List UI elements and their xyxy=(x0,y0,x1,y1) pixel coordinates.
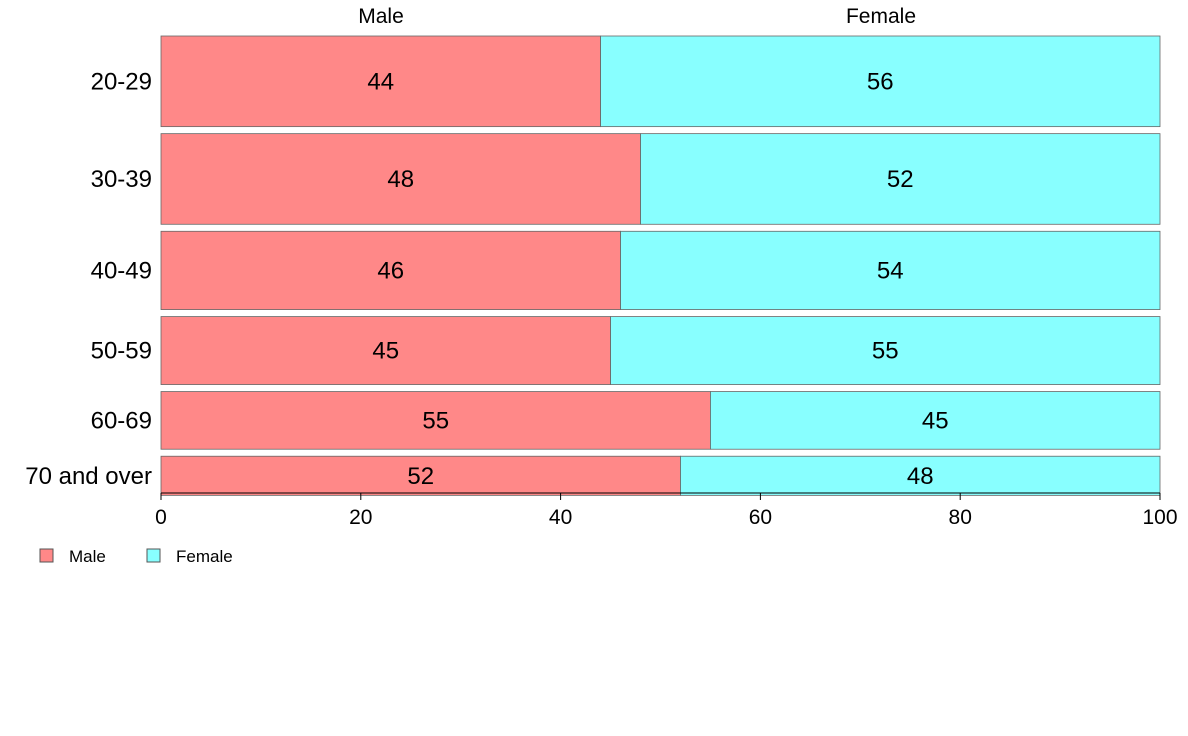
data-label-male-6: 52 xyxy=(407,463,434,490)
data-label-male-1: 44 xyxy=(367,68,394,95)
bar-female-6 xyxy=(680,455,1161,496)
bar-male-3 xyxy=(160,230,621,310)
bar-male-4 xyxy=(160,316,611,385)
legend-swatch-female xyxy=(146,548,161,563)
category-labels: 20-29 30-39 40-49 50-59 60-69 70 and over xyxy=(25,68,152,489)
bar-male-1 xyxy=(160,35,601,128)
x-tick-label: 20 xyxy=(349,506,372,529)
data-label-female-5: 45 xyxy=(922,407,949,434)
bar-female-4 xyxy=(610,316,1161,385)
bar-female-3 xyxy=(620,230,1161,310)
bar-male-5 xyxy=(160,391,711,450)
data-label-male-2: 48 xyxy=(387,166,414,193)
top-label-male: Male xyxy=(358,5,404,28)
bar-male-2 xyxy=(160,133,641,225)
category-label: 40-49 xyxy=(91,257,152,284)
x-tick-label: 60 xyxy=(749,506,772,529)
data-label-female-4: 55 xyxy=(872,338,899,365)
data-label-female-3: 54 xyxy=(877,257,904,284)
x-tick-label: 100 xyxy=(1142,506,1177,529)
category-label: 70 and over xyxy=(25,463,152,490)
data-label-female-6: 48 xyxy=(907,463,934,490)
x-tick-label: 40 xyxy=(549,506,572,529)
category-label: 20-29 xyxy=(91,68,152,95)
top-label-female: Female xyxy=(846,5,916,28)
category-label: 30-39 xyxy=(91,166,152,193)
data-label-male-4: 45 xyxy=(372,338,399,365)
x-tick-label: 0 xyxy=(155,506,167,529)
category-label: 50-59 xyxy=(91,338,152,365)
data-label-male-5: 55 xyxy=(422,407,449,434)
x-tick-label: 80 xyxy=(949,506,972,529)
bar-female-5 xyxy=(710,391,1161,450)
x-axis: 0 20 40 60 80 100 xyxy=(155,492,1178,529)
bar-female-1 xyxy=(600,35,1161,128)
legend-label-male: Male xyxy=(69,547,106,566)
legend-label-female: Female xyxy=(176,547,233,566)
top-labels: Male Female xyxy=(358,5,916,28)
bar-female-2 xyxy=(640,133,1161,225)
legend: Male Female xyxy=(39,547,233,566)
legend-swatch-male xyxy=(39,548,54,563)
data-label-female-2: 52 xyxy=(887,166,914,193)
data-label-male-3: 46 xyxy=(377,257,404,284)
bars: 44 56 48 52 46 54 45 55 55 45 52 48 xyxy=(160,35,1161,496)
category-label: 60-69 xyxy=(91,407,152,434)
data-label-female-1: 56 xyxy=(867,68,894,95)
